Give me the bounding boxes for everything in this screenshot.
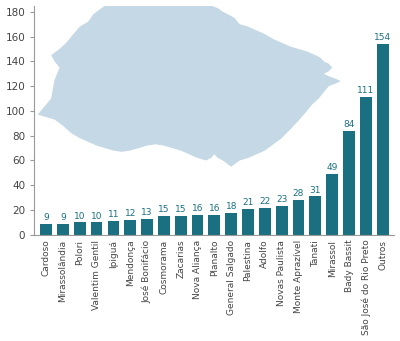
Bar [91,222,102,235]
Bar [40,224,52,235]
Bar [276,206,288,235]
Text: 21: 21 [242,198,254,207]
Text: 84: 84 [343,120,355,129]
Bar [310,196,321,235]
Text: 13: 13 [141,208,153,217]
Text: 10: 10 [74,211,86,221]
Bar [175,216,187,235]
Text: 18: 18 [226,202,237,211]
Polygon shape [38,0,340,167]
Bar [360,97,372,235]
Bar [158,216,170,235]
Text: 154: 154 [374,33,391,42]
Text: 15: 15 [175,205,186,214]
Bar [225,212,237,235]
Text: 23: 23 [276,195,287,205]
Bar [326,174,338,235]
Text: 11: 11 [108,210,119,219]
Bar [242,209,254,235]
Bar [259,208,271,235]
Bar [343,131,355,235]
Bar [124,220,136,235]
Text: 15: 15 [158,205,170,214]
Text: 9: 9 [60,213,66,222]
Bar [74,222,86,235]
Text: 12: 12 [124,209,136,218]
Bar [141,219,153,235]
Text: 111: 111 [357,86,374,95]
Bar [108,221,119,235]
Bar [57,224,69,235]
Bar [192,215,204,235]
Text: 16: 16 [209,204,220,213]
Bar [377,44,388,235]
Text: 28: 28 [293,189,304,198]
Text: 22: 22 [259,197,270,206]
Bar [293,200,304,235]
Text: 49: 49 [326,163,338,172]
Text: 10: 10 [91,211,102,221]
Text: 31: 31 [310,186,321,195]
Text: 16: 16 [192,204,203,213]
Bar [208,215,220,235]
Text: 9: 9 [43,213,49,222]
